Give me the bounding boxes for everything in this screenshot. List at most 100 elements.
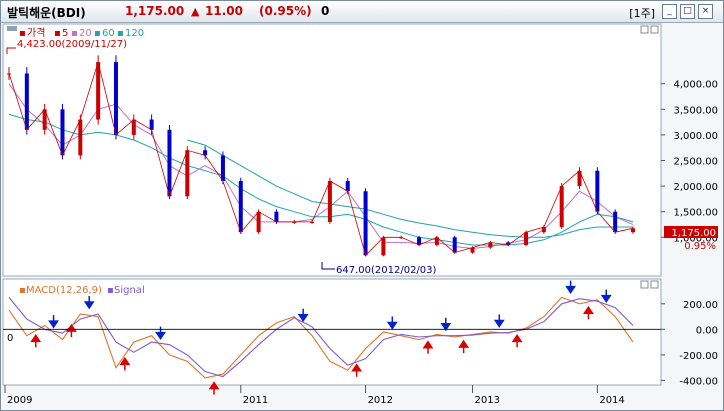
candle-body [613, 211, 618, 233]
macd-line [8, 296, 634, 379]
legend-ma120: 120 [125, 28, 144, 39]
macd-zero-label: 0 [7, 333, 13, 344]
candle-body [167, 129, 172, 197]
sell-arrow-icon [297, 308, 309, 323]
candle-body [559, 186, 564, 228]
candle-body [113, 62, 118, 135]
macd-panel [2, 278, 662, 386]
ytick-label: 1,000.00 [673, 233, 718, 244]
sell-arrow-icon [600, 289, 612, 303]
candle-body [470, 247, 475, 253]
ma-line-60 [8, 113, 634, 246]
panel-restore-icon[interactable] [640, 25, 649, 34]
candle-body [524, 232, 529, 245]
candle-body [185, 150, 190, 197]
current-price-box [664, 226, 718, 238]
candle-body [78, 119, 83, 156]
legend-ma5: 5 [62, 28, 68, 39]
buy-arrow-icon [351, 363, 363, 377]
candle-body [595, 170, 600, 212]
legend-signal: Signal [114, 285, 145, 296]
low-pointer [321, 262, 335, 270]
sell-arrow-icon [493, 314, 505, 328]
panel-handle-icon[interactable] [7, 26, 17, 31]
candle-body [131, 119, 136, 135]
macd-restore-icon[interactable] [640, 280, 649, 289]
xtick-label: 2013 [475, 395, 500, 406]
sell-arrow-icon [48, 315, 59, 329]
ytick-label: 2,500.00 [673, 157, 718, 168]
sell-arrow-icon [440, 317, 452, 332]
candle-body [506, 242, 511, 245]
candle-body [238, 180, 243, 233]
candle-body [60, 109, 65, 156]
last-price: 1,175.00 [125, 4, 185, 18]
candle-body [541, 227, 546, 233]
candle-body [292, 221, 297, 223]
macd-ytick-label: -200.00 [679, 351, 718, 362]
buy-arrow-icon [583, 305, 594, 320]
candle-body [256, 211, 261, 233]
legend-ma120-mark: ▪ [117, 28, 124, 39]
close-icon[interactable]: × [698, 4, 713, 19]
ma-line-120 [187, 139, 633, 238]
symbol-name: 발틱해운(BDI) [7, 6, 86, 20]
xtick-label: 2009 [7, 395, 32, 406]
ytick-label: 1,500.00 [673, 208, 718, 219]
price-change: 11.00 [205, 4, 243, 18]
price-line [8, 60, 634, 257]
legend-ma20-mark: ▪ [71, 28, 78, 39]
macd-ytick-label: -400.00 [679, 376, 718, 387]
candle-body [24, 73, 29, 130]
current-price-label: 1,175.00 [671, 228, 716, 239]
macd-legend: ▪ MACD(12,26,9) ▪ Signal [19, 285, 145, 296]
candle-body [345, 180, 350, 192]
period-button[interactable]: [1주] [629, 7, 655, 20]
candle-body [310, 221, 315, 223]
candle-body [363, 191, 368, 256]
signal-line [8, 297, 634, 378]
candle-body [381, 237, 386, 256]
legend-macd-mark: ▪ [19, 285, 26, 296]
maximize-icon[interactable]: □ [680, 4, 695, 19]
candle-body [434, 237, 439, 245]
sell-arrow-icon [155, 326, 166, 341]
buy-arrow-icon [65, 323, 77, 338]
xtick-label: 2011 [243, 395, 268, 406]
candle-body [631, 228, 635, 233]
candle-body [220, 155, 225, 181]
ytick-label: 4,000.00 [673, 80, 718, 91]
candle-body [577, 170, 582, 187]
buy-arrow-icon [119, 356, 131, 371]
xtick-label: 2014 [599, 395, 624, 406]
low-annotation: 647.00(2012/02/03) [336, 265, 437, 276]
candle-body [488, 242, 493, 248]
buy-arrow-icon [511, 333, 523, 348]
ytick-label: 3,000.00 [673, 131, 718, 142]
panel-close-icon[interactable] [650, 25, 659, 34]
sell-arrow-icon [83, 296, 95, 310]
legend-ma20: 20 [79, 28, 92, 39]
macd-ytick-label: 200.00 [683, 300, 718, 311]
volume: 0 [321, 4, 330, 18]
legend-price: 가격 [27, 26, 45, 39]
price-change-pct: (0.95%) [259, 4, 312, 18]
sell-arrow-icon [565, 280, 577, 295]
legend-price-mark: ▪ [19, 28, 26, 39]
candle-body [96, 62, 101, 120]
minimize-icon[interactable]: _ [662, 4, 677, 19]
legend-signal-mark: ▪ [107, 285, 114, 296]
current-pct-label: 0.95% [684, 241, 716, 252]
buy-arrow-icon [422, 340, 434, 354]
candle-body [399, 237, 404, 239]
candle-body [417, 237, 422, 245]
legend-ma60-mark: ▪ [94, 28, 101, 39]
buy-arrow-icon [30, 333, 42, 348]
macd-close-icon[interactable] [650, 280, 659, 289]
candle-body [149, 119, 154, 130]
sell-arrow-icon [386, 316, 398, 330]
ytick-label: 3,500.00 [673, 105, 718, 116]
candle-body [203, 150, 208, 156]
candle-body [327, 180, 332, 222]
